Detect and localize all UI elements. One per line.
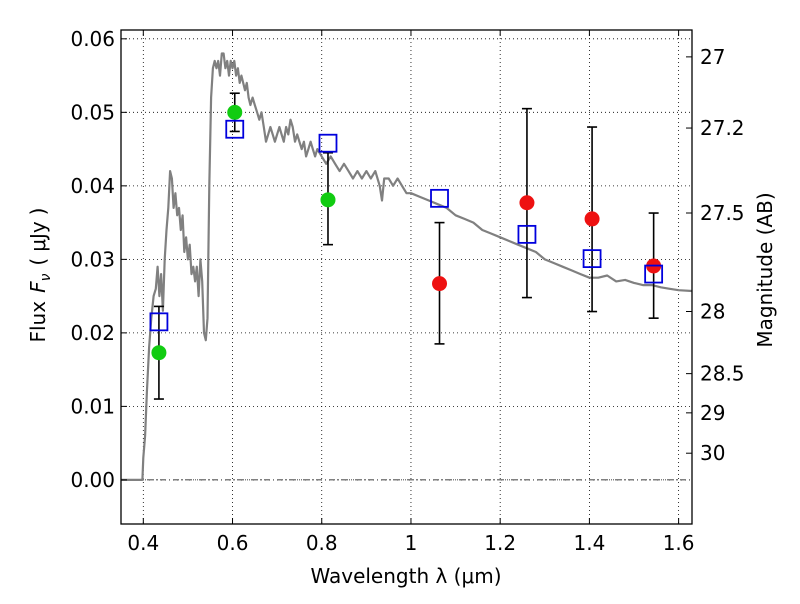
tick-labels: 0.4 0.6 0.8 1 1.2 1.4 1.6 0.00 0.01 0.02 0.03 0.04 0… <box>70 27 744 555</box>
axis-ticks <box>121 30 692 524</box>
right-tick-label: 28 <box>700 299 725 323</box>
x-tick-label: 1.6 <box>663 531 695 555</box>
x-tick-label: 0.4 <box>127 531 159 555</box>
right-tick-label: 28.5 <box>700 362 745 386</box>
x-tick-label: 1 <box>405 531 418 555</box>
right-tick-label: 27 <box>700 45 725 69</box>
y-tick-label: 0.04 <box>70 174 115 198</box>
green-point <box>227 104 243 120</box>
y-tick-label: 0.05 <box>70 100 115 124</box>
y-axis-label-symbol: F <box>26 281 50 293</box>
right-tick-label: 27.5 <box>700 201 745 225</box>
y-tick-label: 0.02 <box>70 321 115 345</box>
y-axis-label-prefix: Flux <box>26 301 50 343</box>
y-axis-label-subscript: ν <box>38 273 54 281</box>
blue-square-point <box>582 249 602 269</box>
right-axis-label: Magnitude (AB) <box>753 192 777 347</box>
y-axis-label-paren-open: ( <box>26 258 50 266</box>
x-tick-label: 1.4 <box>573 531 605 555</box>
green-point <box>320 192 336 208</box>
right-tick-label: 30 <box>700 441 725 465</box>
y-axis-label: Flux Fν ( μJy) <box>26 207 54 342</box>
blue-square-point <box>430 188 449 208</box>
y-axis-label-paren-close: ) <box>26 207 50 215</box>
x-tick-label: 0.8 <box>306 531 338 555</box>
red-point <box>432 276 448 292</box>
green-point <box>151 345 167 361</box>
y-tick-label: 0.03 <box>70 247 115 271</box>
red-point <box>519 195 535 211</box>
right-tick-label: 27.2 <box>700 116 745 140</box>
y-tick-label: 0.00 <box>70 468 115 492</box>
grid <box>121 30 692 524</box>
red-point <box>584 211 600 227</box>
x-tick-label: 0.6 <box>217 531 249 555</box>
y-tick-label: 0.01 <box>70 394 115 418</box>
plot-frame <box>120 29 693 525</box>
x-axis-label: Wavelength λ (μm) <box>310 564 501 588</box>
right-tick-label: 29 <box>700 401 725 425</box>
blue-square-point <box>644 264 664 284</box>
model-line <box>121 52 693 481</box>
y-tick-label: 0.06 <box>70 27 115 51</box>
data-markers <box>149 104 664 361</box>
y-axis-label-unit: μJy <box>26 221 50 252</box>
blue-square-point <box>149 312 169 332</box>
model-spectrum <box>121 52 693 481</box>
error-bars <box>153 92 659 400</box>
blue-square-point <box>225 119 245 139</box>
blue-square-point <box>517 224 537 244</box>
blue-square-point <box>318 133 338 153</box>
x-tick-label: 1.2 <box>484 531 516 555</box>
